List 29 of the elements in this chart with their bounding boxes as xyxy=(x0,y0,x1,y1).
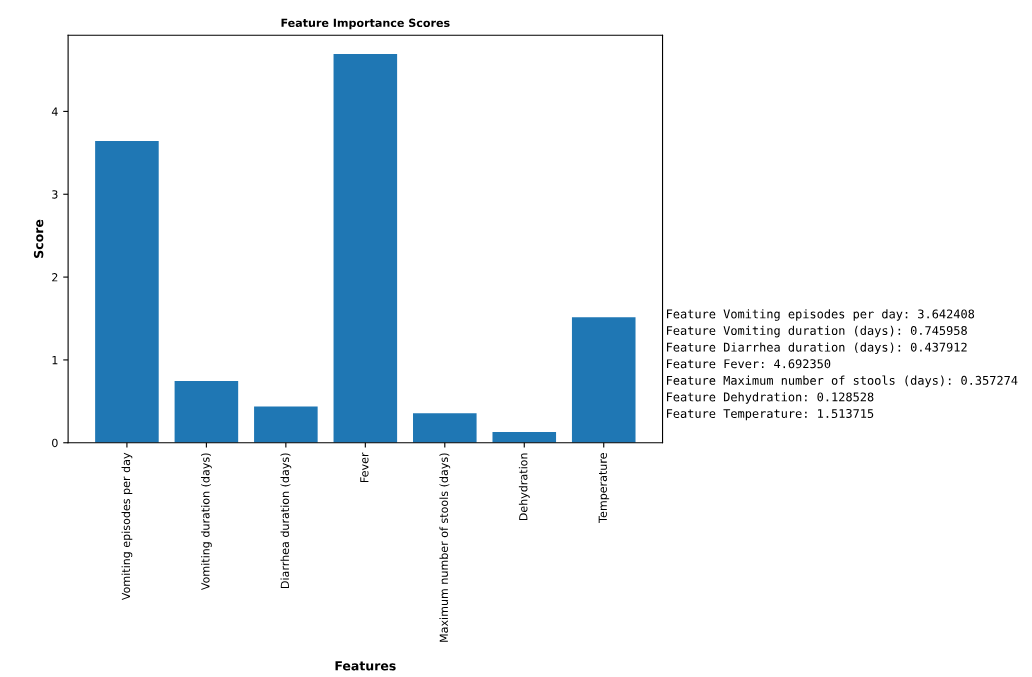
x-tick-label: Diarrhea duration (days) xyxy=(280,453,292,588)
x-tick-label: Temperature xyxy=(598,453,610,523)
bar xyxy=(254,406,318,443)
x-tick-label: Vomiting duration (days) xyxy=(201,453,212,591)
text: Feature Fever: 4.692350 xyxy=(667,359,831,369)
bar xyxy=(492,432,557,443)
bar xyxy=(333,54,398,443)
y-tick-label: 1 xyxy=(52,356,58,365)
text: Feature Diarrhea duration (days): 0.437912 xyxy=(667,342,967,354)
bar xyxy=(413,413,477,443)
y-tick-label: 0 xyxy=(52,438,58,448)
y-tick-label: 2 xyxy=(52,273,58,282)
bar xyxy=(95,141,159,443)
x-tick-label: Vomiting episodes per day xyxy=(121,452,133,601)
y-axis-title: Score xyxy=(33,219,44,258)
bar xyxy=(174,380,239,443)
x-tick-label: Fever xyxy=(360,452,369,482)
text: Feature Vomiting episodes per day: 3.642408 xyxy=(667,309,975,321)
x-tick-label: Maximum number of stools (days) xyxy=(439,453,451,642)
text: Feature Vomiting duration (days): 0.745958 xyxy=(667,325,967,338)
text: Feature Dehydration: 0.128528 xyxy=(667,392,874,404)
x-axis-title: Features xyxy=(335,661,396,671)
chart-title: Feature Importance Scores xyxy=(281,18,450,30)
y-tick-label: 3 xyxy=(52,190,58,199)
text: Feature Temperature: 1.513715 xyxy=(667,408,874,421)
bar xyxy=(571,317,636,443)
x-tick-label: Dehydration xyxy=(518,453,530,521)
text: Feature Maximum number of stools (days): 0.357274 xyxy=(667,375,1018,388)
y-tick-label: 4 xyxy=(51,107,58,116)
